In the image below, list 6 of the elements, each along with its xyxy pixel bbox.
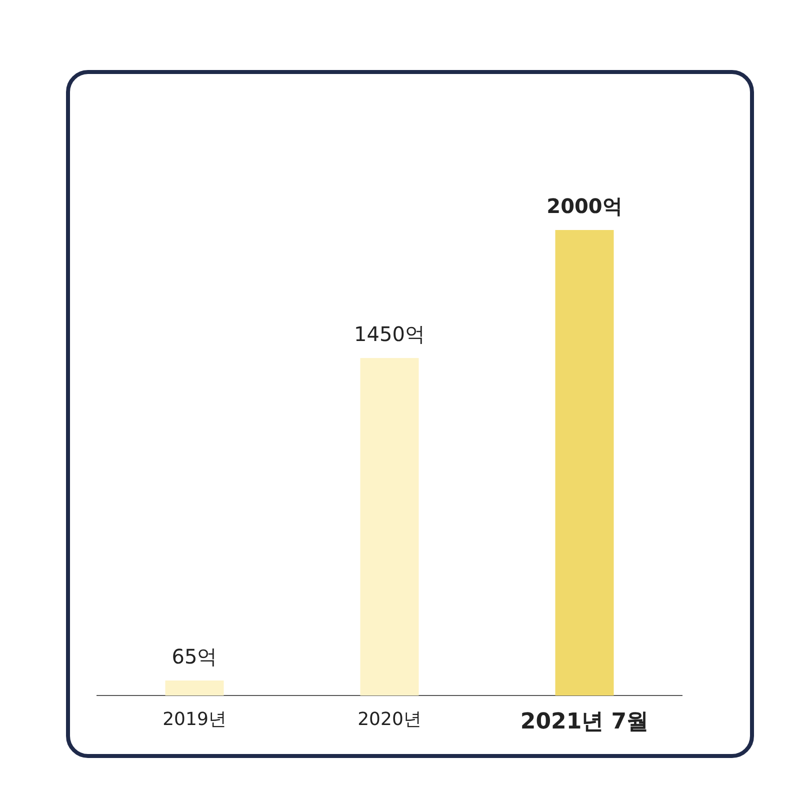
x-tick-label: 2021년 7월 — [520, 710, 649, 735]
x-tick-label: 2020년 — [358, 709, 422, 730]
x-tick-label: 2019년 — [162, 709, 226, 730]
data-label: 1450억 — [354, 322, 425, 346]
data-label: 65억 — [172, 644, 218, 669]
data-label: 2000억 — [546, 194, 622, 218]
